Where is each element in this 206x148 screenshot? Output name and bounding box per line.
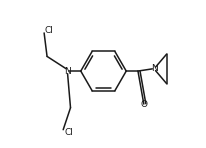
Text: N: N <box>64 67 71 76</box>
Text: Cl: Cl <box>64 128 73 137</box>
Text: N: N <box>150 64 157 73</box>
Text: Cl: Cl <box>44 25 53 34</box>
Text: O: O <box>140 100 147 108</box>
